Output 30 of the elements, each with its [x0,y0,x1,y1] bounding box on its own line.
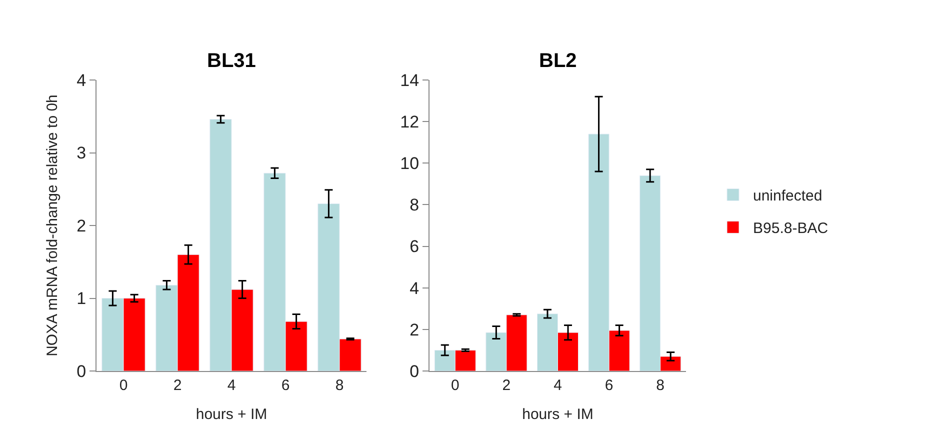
x-tick-label: 8 [335,377,344,394]
y-tick-label: 3 [76,144,86,163]
y-tick-label: 2 [76,216,86,236]
y-tick-label: 4 [76,70,86,90]
y-tick-label: 0 [410,362,420,381]
y-tick-label: 6 [410,237,420,256]
y-tick-label: 12 [400,112,420,132]
y-tick-label: 14 [400,70,420,90]
y-tick-label: 2 [410,320,420,340]
x-axis-title: hours + IM [522,406,594,423]
y-tick-label: 1 [76,289,86,308]
chart-title: BL2 [539,50,577,72]
x-axis-title: hours + IM [196,406,268,423]
x-tick-label: 6 [281,377,290,394]
chart-title: BL31 [207,50,256,72]
x-tick-label: 2 [173,377,182,394]
x-tick-label: 6 [604,377,614,394]
y-tick-label: 0 [76,362,86,381]
x-tick-label: 0 [119,377,128,394]
x-tick-label: 8 [656,377,665,394]
x-tick-label: 2 [502,377,511,394]
y-tick-label: 4 [410,278,420,298]
y-axis-title: NOXA mRNA fold-change relative to 0h [44,94,61,356]
legend-label: uninfected [753,188,822,205]
legend-label: B95.8-BAC [753,220,828,238]
x-tick-label: 0 [450,377,460,394]
y-tick-label: 8 [410,196,420,215]
x-tick-label: 4 [554,377,562,394]
x-tick-label: 4 [227,377,236,394]
y-tick-label: 10 [400,154,420,174]
